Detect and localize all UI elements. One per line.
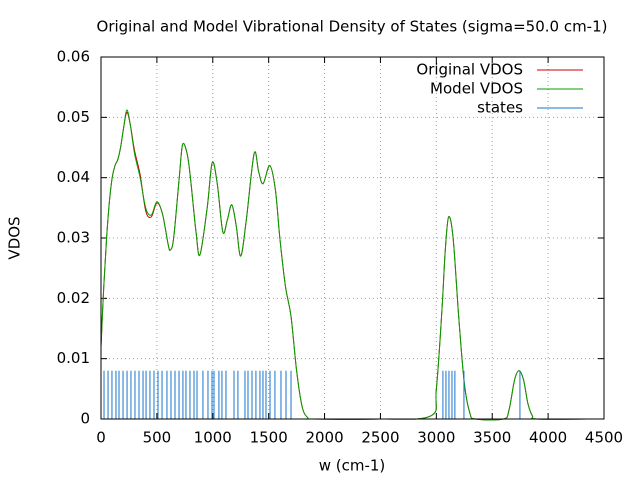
x-tick-label: 2000 <box>305 429 343 447</box>
y-tick-label: 0.03 <box>57 229 90 247</box>
chart-title: Original and Model Vibrational Density o… <box>97 18 608 36</box>
y-axis-label: VDOS <box>6 216 24 259</box>
y-tick-label: 0.04 <box>57 168 90 186</box>
y-tick-label: 0.01 <box>57 349 90 367</box>
legend-label: states <box>477 99 523 117</box>
legend-label: Model VDOS <box>430 80 523 98</box>
x-tick-label: 1500 <box>250 429 288 447</box>
y-tick-label: 0.06 <box>57 48 90 66</box>
y-tick-label: 0 <box>80 410 90 428</box>
x-tick-label: 1000 <box>194 429 232 447</box>
legend-label: Original VDOS <box>416 61 523 79</box>
x-tick-label: 2500 <box>361 429 399 447</box>
x-axis-label: w (cm-1) <box>319 457 386 475</box>
plot-area <box>100 109 588 421</box>
plot-frame <box>100 56 605 420</box>
data-line <box>100 111 588 421</box>
x-tick-label: 3000 <box>417 429 455 447</box>
x-tick-label: 500 <box>143 429 172 447</box>
x-tick-label: 3500 <box>473 429 511 447</box>
y-tick-label: 0.05 <box>57 108 90 126</box>
data-line <box>100 109 588 421</box>
y-tick-label: 0.02 <box>57 289 90 307</box>
x-tick-label: 4500 <box>585 429 623 447</box>
x-tick-label: 0 <box>96 429 106 447</box>
grid <box>100 56 605 420</box>
x-tick-label: 4000 <box>529 429 567 447</box>
